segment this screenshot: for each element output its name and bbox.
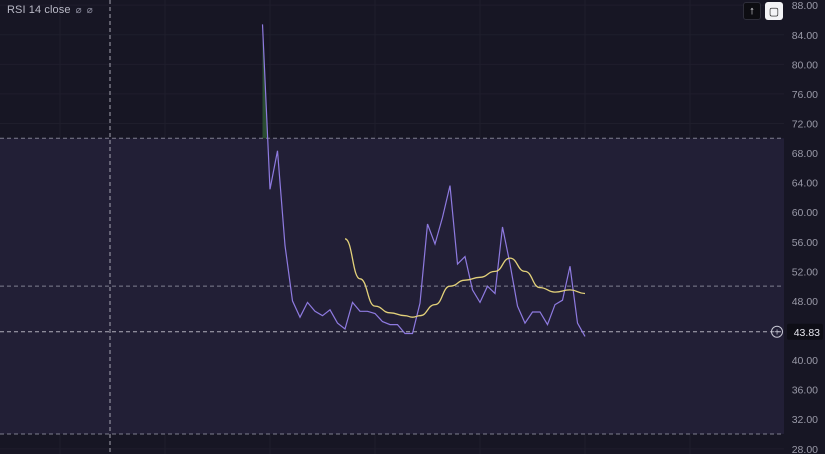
indicator-legend[interactable]: RSI 14 close ⌀ ⌀ [7, 4, 93, 16]
y-tick-label: 56.00 [792, 237, 818, 249]
y-tick-label: 28.00 [792, 444, 818, 454]
fit-screen-icon[interactable]: ▢ [765, 2, 783, 20]
y-tick-label: 80.00 [792, 59, 818, 71]
y-tick-label: 72.00 [792, 119, 818, 131]
y-tick-label: 68.00 [792, 148, 818, 160]
arrow-up-icon[interactable]: ↑ [743, 2, 761, 20]
y-tick-label: 84.00 [792, 30, 818, 42]
y-tick-label: 36.00 [792, 385, 818, 397]
y-tick-label: 88.00 [792, 0, 818, 12]
circle-slash-icon[interactable]: ⌀ [75, 4, 82, 16]
rsi-moving-average-line [344, 238, 586, 318]
current-value-marker: + 43.83 [771, 323, 823, 340]
add-level-icon[interactable] [771, 325, 783, 338]
y-tick-label: 64.00 [792, 178, 818, 190]
current-value-label: 43.83 [794, 327, 820, 339]
arrow-up-glyph: ↑ [749, 5, 755, 17]
current-value-badge [787, 323, 823, 340]
y-tick-label: 60.00 [792, 207, 818, 219]
indicator-title[interactable]: RSI 14 close [7, 4, 71, 16]
y-axis: 88.00 84.00 80.00 76.00 72.00 68.00 64.00 60.00… [792, 0, 818, 454]
y-tick-label: 48.00 [792, 296, 818, 308]
y-tick-label: 52.00 [792, 266, 818, 278]
add-level-glyph: + [774, 327, 780, 338]
y-tick-label: 40.00 [792, 355, 818, 367]
rsi-line [261, 24, 586, 337]
band-lines [0, 0, 784, 454]
circle-slash-icon[interactable]: ⌀ [86, 4, 93, 16]
y-tick-label: 32.00 [792, 414, 818, 426]
y-tick-label: 76.00 [792, 89, 818, 101]
fit-screen-glyph: ▢ [768, 5, 780, 18]
